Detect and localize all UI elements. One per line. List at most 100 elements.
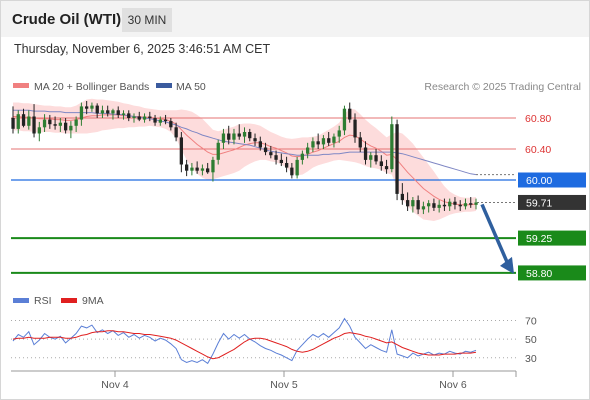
level-labels: 60.80 60.40 60.00 59.71 59.25 58.80: [518, 113, 586, 281]
candle-body: [227, 133, 231, 140]
candle-body: [448, 201, 452, 207]
candle-body: [11, 118, 15, 129]
ma20-legend-swatch: [13, 83, 29, 88]
candle-body: [348, 108, 352, 120]
candle-body: [69, 125, 73, 131]
candlesticks: [11, 101, 478, 215]
support-box: [518, 230, 586, 246]
candle-body: [379, 161, 383, 166]
support-label: 58.80: [526, 268, 552, 280]
ma50-legend-swatch: [156, 83, 172, 88]
x-axis: Nov 4 Nov 5 Nov 6: [101, 371, 467, 391]
candle-body: [327, 138, 331, 143]
candle-body: [85, 106, 89, 109]
candle-body: [127, 113, 131, 118]
rsi-ma-legend-label: 9MA: [82, 295, 104, 307]
candle-body: [358, 137, 362, 148]
candle-body: [285, 163, 289, 168]
candle-body: [279, 159, 283, 163]
candle-body: [221, 133, 226, 143]
candle-body: [142, 116, 147, 120]
instrument-title: Crude Oil (WTI): [12, 11, 122, 28]
candle-body: [290, 167, 294, 176]
rsi-tick-label: 50: [525, 334, 537, 346]
candle-body: [300, 153, 304, 160]
current-price-label: 59.71: [526, 197, 552, 209]
x-tick-label: Nov 6: [439, 379, 467, 391]
moving-averages: [13, 109, 516, 206]
candle-body: [442, 204, 447, 207]
candle-body: [16, 114, 20, 129]
ma20-line: [13, 114, 477, 206]
candle-body: [295, 159, 299, 176]
candle-body: [116, 110, 120, 115]
candle-body: [342, 108, 347, 131]
forecast-arrow-head: [500, 256, 514, 274]
candle-body: [95, 105, 99, 114]
candle-body: [195, 167, 199, 171]
bollinger-band: [13, 98, 476, 221]
candle-body: [58, 122, 62, 126]
candle-body: [390, 124, 394, 170]
rsi-tick-label: 30: [525, 353, 537, 365]
candle-body: [437, 204, 441, 208]
candle-body: [474, 202, 478, 205]
candle-body: [206, 168, 210, 173]
candle-body: [137, 116, 141, 120]
timeframe-button[interactable]: 30 MIN: [122, 8, 172, 32]
credit-text: Research © 2025 Trading Central: [424, 81, 581, 93]
ma50-line: [13, 109, 477, 176]
candle-body: [185, 164, 189, 171]
candle-body: [369, 155, 373, 160]
support-label: 59.25: [526, 233, 552, 245]
candle-body: [37, 127, 41, 134]
candle-body: [321, 138, 326, 145]
rsi-line: [12, 317, 477, 365]
candle-body: [237, 133, 241, 137]
candle-body: [248, 132, 252, 139]
candle-body: [253, 138, 257, 142]
candle-body: [332, 136, 336, 143]
candle-body: [353, 119, 357, 138]
x-tick-label: Nov 5: [270, 379, 298, 391]
candle-body: [263, 147, 268, 153]
candle-body: [421, 206, 426, 210]
candle-body: [190, 167, 194, 171]
support-box: [518, 265, 586, 281]
candle-body: [232, 133, 236, 140]
candle-body: [111, 110, 115, 114]
candle-body: [400, 193, 404, 201]
candle-body: [48, 119, 52, 125]
candle-body: [163, 119, 168, 122]
candle-body: [121, 113, 126, 115]
candle-body: [106, 110, 110, 114]
candle-body: [153, 118, 157, 123]
candle-body: [216, 142, 220, 160]
timestamp: Thursday, November 6, 2025 3:46:51 AM CE…: [14, 42, 271, 56]
candle-body: [174, 127, 178, 138]
candle-body: [469, 203, 473, 205]
candle-body: [311, 141, 315, 148]
candle-body: [79, 106, 84, 120]
candle-body: [200, 168, 205, 171]
rsi-9ma-line: [12, 330, 477, 360]
candle-body: [27, 116, 31, 126]
current-price-box: [518, 194, 586, 210]
candle-body: [21, 114, 26, 126]
candle-body: [179, 137, 183, 165]
candle-body: [274, 155, 278, 160]
candle-body: [363, 147, 368, 160]
rsi-tick-label: 70: [525, 315, 537, 327]
rsi-legend-swatch: [13, 298, 29, 303]
candle-body: [337, 130, 341, 137]
candle-body: [395, 124, 399, 194]
candle-body: [158, 119, 162, 123]
candle-body: [64, 122, 68, 131]
resistance-label: 60.80: [525, 113, 551, 125]
pivot-box: [518, 172, 586, 188]
candle-body: [427, 203, 431, 207]
rsi-legend-label: RSI: [34, 295, 52, 307]
candle-body: [211, 159, 215, 173]
